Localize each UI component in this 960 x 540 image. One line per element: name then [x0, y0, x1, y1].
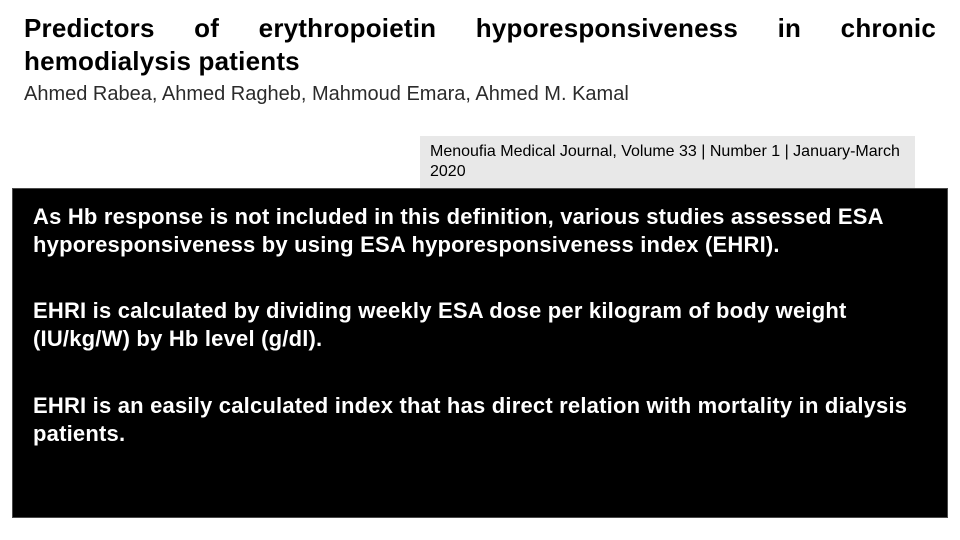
paragraph-1: As Hb response is not included in this d…: [33, 203, 927, 259]
paper-authors: Ahmed Rabea, Ahmed Ragheb, Mahmoud Emara…: [24, 83, 936, 106]
paragraph-2: EHRI is calculated by dividing weekly ES…: [33, 297, 927, 353]
paragraph-3: EHRI is an easily calculated index that …: [33, 392, 927, 448]
spacer: [33, 259, 927, 297]
header-block: Predictors of erythropoietin hyporespons…: [0, 0, 960, 112]
journal-citation: Menoufia Medical Journal, Volume 33 | Nu…: [420, 136, 915, 190]
slide-page: Predictors of erythropoietin hyporespons…: [0, 0, 960, 540]
spacer: [33, 354, 927, 392]
content-panel: As Hb response is not included in this d…: [12, 188, 948, 518]
paper-title: Predictors of erythropoietin hyporespons…: [24, 12, 936, 77]
